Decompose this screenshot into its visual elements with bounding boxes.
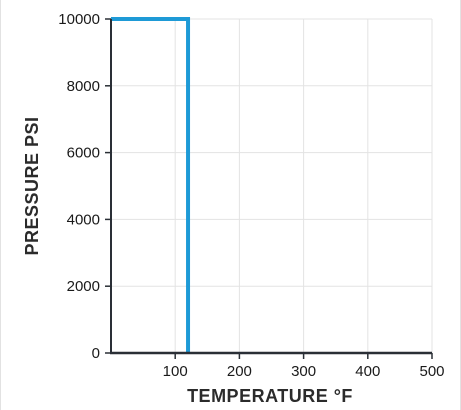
x-axis-title: TEMPERATURE °F	[187, 386, 353, 406]
series-line-0	[111, 17, 191, 353]
x-tick-label-3: 400	[355, 363, 380, 380]
axes	[105, 18, 433, 359]
y-tick-label-0: 0	[92, 345, 100, 362]
series-layer	[111, 17, 191, 353]
x-tick-label-0: 100	[163, 363, 188, 380]
x-tick-labels: 100 200 300 400 500	[163, 363, 445, 380]
y-tick-label-3: 6000	[67, 145, 100, 162]
x-tick-label-4: 500	[419, 363, 444, 380]
y-tick-label-4: 8000	[67, 78, 100, 95]
y-tick-label-1: 2000	[67, 278, 100, 295]
y-tick-label-5: 10000	[58, 11, 100, 28]
x-tick-label-2: 300	[291, 363, 316, 380]
y-tick-label-2: 4000	[67, 211, 100, 228]
x-tick-label-1: 200	[227, 363, 252, 380]
y-axis-title: PRESSURE PSI	[22, 116, 42, 255]
grid-lines	[111, 18, 433, 353]
y-tick-labels: 0 2000 4000 6000 8000 10000	[58, 11, 100, 362]
